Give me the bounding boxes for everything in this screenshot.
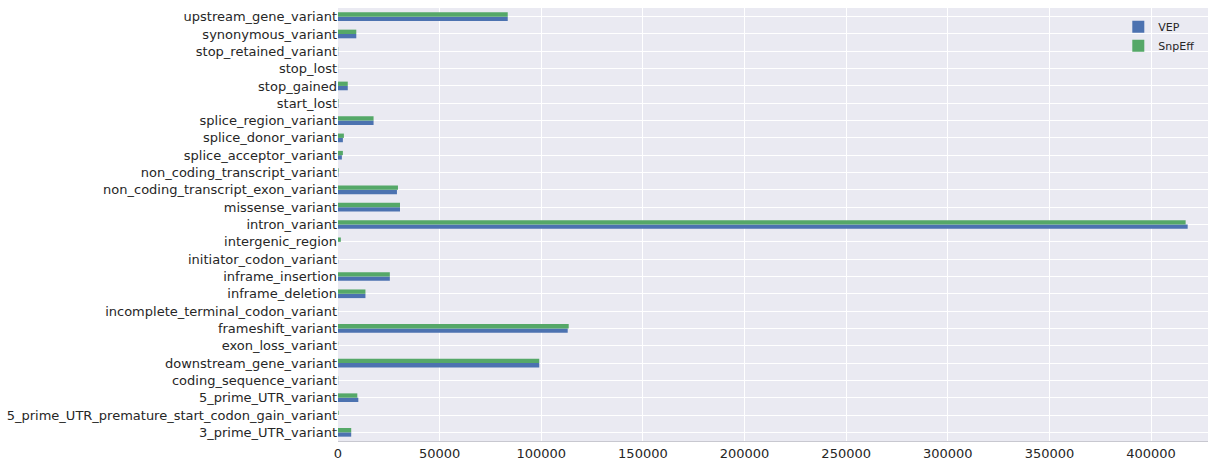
svg-text:100000: 100000	[516, 446, 566, 461]
svg-text:inframe_insertion: inframe_insertion	[223, 269, 337, 284]
svg-text:200000: 200000	[720, 446, 770, 461]
svg-text:5_prime_UTR_variant: 5_prime_UTR_variant	[199, 390, 337, 405]
svg-text:5_prime_UTR_premature_start_co: 5_prime_UTR_premature_start_codon_gain_v…	[7, 408, 337, 423]
svg-text:coding_sequence_variant: coding_sequence_variant	[172, 373, 337, 388]
svg-text:non_coding_transcript_variant: non_coding_transcript_variant	[141, 165, 337, 180]
svg-text:incomplete_terminal_codon_vari: incomplete_terminal_codon_variant	[105, 304, 337, 319]
svg-text:frameshift_variant: frameshift_variant	[218, 321, 337, 336]
svg-text:non_coding_transcript_exon_var: non_coding_transcript_exon_variant	[103, 182, 337, 197]
svg-text:missense_variant: missense_variant	[224, 200, 337, 215]
svg-text:3_prime_UTR_variant: 3_prime_UTR_variant	[199, 425, 337, 440]
svg-text:350000: 350000	[1025, 446, 1075, 461]
svg-text:initiator_codon_variant: initiator_codon_variant	[188, 252, 337, 267]
svg-text:50000: 50000	[419, 446, 460, 461]
svg-text:150000: 150000	[618, 446, 668, 461]
svg-text:intergenic_region: intergenic_region	[224, 234, 337, 249]
svg-text:upstream_gene_variant: upstream_gene_variant	[184, 9, 337, 24]
svg-text:start_lost: start_lost	[277, 96, 337, 111]
svg-text:splice_donor_variant: splice_donor_variant	[203, 130, 337, 145]
svg-text:300000: 300000	[923, 446, 973, 461]
svg-text:synonymous_variant: synonymous_variant	[202, 27, 337, 42]
svg-text:splice_region_variant: splice_region_variant	[200, 113, 337, 128]
svg-text:stop_gained: stop_gained	[258, 78, 337, 93]
svg-text:intron_variant: intron_variant	[246, 217, 337, 232]
svg-text:400000: 400000	[1126, 446, 1176, 461]
svg-text:250000: 250000	[821, 446, 871, 461]
svg-text:VEP: VEP	[1158, 21, 1179, 34]
svg-text:downstream_gene_variant: downstream_gene_variant	[165, 356, 337, 371]
svg-text:splice_acceptor_variant: splice_acceptor_variant	[184, 148, 337, 163]
svg-text:exon_loss_variant: exon_loss_variant	[222, 338, 337, 353]
svg-text:inframe_deletion: inframe_deletion	[227, 286, 337, 301]
svg-text:0: 0	[334, 446, 342, 461]
svg-text:stop_lost: stop_lost	[279, 61, 337, 76]
svg-text:SnpEff: SnpEff	[1158, 40, 1194, 53]
svg-text:stop_retained_variant: stop_retained_variant	[196, 44, 337, 59]
